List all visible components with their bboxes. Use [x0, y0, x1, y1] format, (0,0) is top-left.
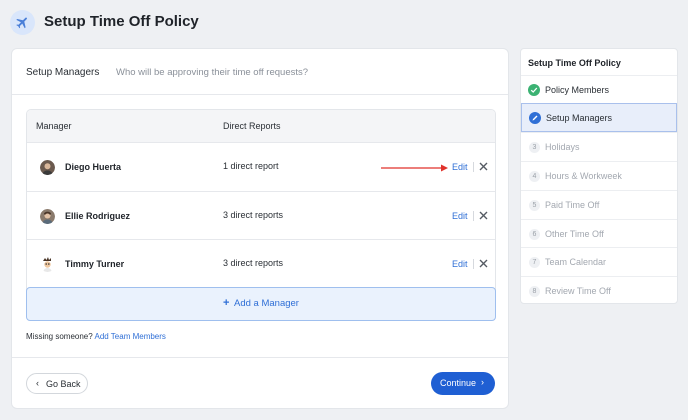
sidebar-item-label: Policy Members	[545, 85, 610, 95]
go-back-label: Go Back	[46, 379, 81, 389]
divider	[473, 259, 474, 269]
step-number: 6	[529, 229, 540, 240]
step-number: 7	[529, 257, 540, 268]
sidebar-item-holidays[interactable]: 3 Holidays	[521, 132, 677, 161]
sidebar-item-hours-workweek[interactable]: 4 Hours & Workweek	[521, 161, 677, 190]
table-row: Ellie Rodriguez 3 direct reports Edit	[27, 191, 495, 239]
sidebar-item-other-time-off[interactable]: 6 Other Time Off	[521, 219, 677, 248]
setup-managers-card: Setup Managers Who will be approving the…	[11, 48, 509, 409]
check-icon	[528, 84, 540, 96]
sidebar-item-label: Review Time Off	[545, 286, 611, 296]
plus-icon: +	[223, 297, 230, 309]
sidebar-item-setup-managers[interactable]: Setup Managers	[521, 103, 677, 132]
remove-manager-icon[interactable]	[477, 160, 489, 172]
pencil-icon	[529, 112, 541, 124]
sidebar-item-team-calendar[interactable]: 7 Team Calendar	[521, 247, 677, 276]
table-row: Timmy Turner 3 direct reports Edit	[27, 239, 495, 287]
sidebar-item-paid-time-off[interactable]: 5 Paid Time Off	[521, 190, 677, 219]
sidebar-item-review-time-off[interactable]: 8 Review Time Off	[521, 276, 677, 303]
add-manager-button[interactable]: + Add a Manager	[26, 287, 496, 321]
managers-table: Manager Direct Reports Diego Huerta 1 di…	[26, 109, 496, 321]
card-title: Setup Managers	[26, 67, 100, 78]
column-header-manager: Manager	[36, 121, 72, 131]
card-subtitle: Who will be approving their time off req…	[116, 67, 309, 78]
avatar	[40, 209, 55, 224]
remove-manager-icon[interactable]	[477, 257, 489, 269]
avatar	[40, 160, 55, 175]
go-back-button[interactable]: ‹ Go Back	[26, 373, 88, 394]
step-number: 3	[529, 142, 540, 153]
divider	[473, 162, 474, 172]
card-header: Setup Managers Who will be approving the…	[12, 49, 508, 95]
sidebar-item-label: Hours & Workweek	[545, 171, 622, 181]
add-team-members-link[interactable]: Add Team Members	[94, 332, 166, 341]
sidebar-item-label: Paid Time Off	[545, 200, 600, 210]
edit-manager-button[interactable]: Edit	[452, 211, 468, 221]
manager-name: Timmy Turner	[65, 259, 125, 269]
direct-reports-count: 3 direct reports	[223, 258, 284, 268]
direct-reports-count: 1 direct report	[223, 161, 279, 171]
manager-name: Ellie Rodriguez	[65, 211, 131, 221]
airplane-icon	[10, 10, 35, 35]
sidebar-item-label: Setup Managers	[546, 113, 613, 123]
continue-button[interactable]: Continue ›	[431, 372, 495, 395]
sidebar-item-policy-members[interactable]: Policy Members	[521, 75, 677, 104]
step-number: 8	[529, 286, 540, 297]
missing-label: Missing someone?	[26, 332, 93, 341]
remove-manager-icon[interactable]	[477, 209, 489, 221]
chevron-right-icon: ›	[481, 377, 484, 387]
add-manager-label: Add a Manager	[234, 298, 299, 309]
missing-someone-text: Missing someone? Add Team Members	[26, 332, 166, 341]
avatar	[40, 257, 55, 272]
manager-name: Diego Huerta	[65, 162, 122, 172]
edit-manager-button[interactable]: Edit	[452, 162, 468, 172]
sidebar-item-label: Team Calendar	[545, 257, 607, 267]
policy-steps-sidebar: Setup Time Off Policy Policy Members Set…	[520, 48, 678, 304]
page-header: Setup Time Off Policy	[0, 0, 688, 44]
sidebar-item-label: Holidays	[545, 142, 580, 152]
sidebar-item-label: Other Time Off	[545, 229, 604, 239]
page-title: Setup Time Off Policy	[44, 13, 199, 30]
step-number: 4	[529, 171, 540, 182]
edit-manager-button[interactable]: Edit	[452, 259, 468, 269]
sidebar-title: Setup Time Off Policy	[528, 58, 621, 68]
column-header-direct-reports: Direct Reports	[223, 121, 281, 131]
table-row: Diego Huerta 1 direct report Edit	[27, 142, 495, 190]
step-number: 5	[529, 200, 540, 211]
divider	[473, 211, 474, 221]
table-header: Manager Direct Reports	[27, 110, 495, 142]
chevron-left-icon: ‹	[36, 378, 39, 388]
arrow-annotation-icon	[381, 164, 448, 172]
direct-reports-count: 3 direct reports	[223, 210, 284, 220]
divider	[12, 357, 508, 358]
continue-label: Continue	[440, 378, 477, 388]
